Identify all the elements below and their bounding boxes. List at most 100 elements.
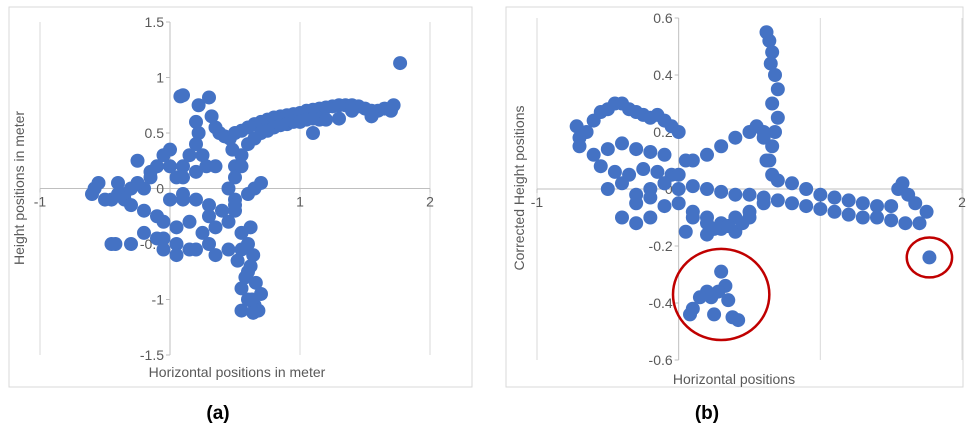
chart-a-point (208, 159, 223, 174)
chart-b-point (607, 164, 622, 179)
chart-a-point (202, 209, 216, 224)
chart-a-point (208, 220, 223, 235)
chart-b-point (763, 56, 778, 71)
chart-a-y-tick-label: -1 (152, 292, 165, 308)
chart-a-point (182, 148, 197, 163)
chart-b-point (827, 190, 842, 205)
chart-b-point (742, 210, 757, 225)
chart-b-y-tick-label: 0.6 (653, 10, 673, 26)
chart-b-point (683, 307, 697, 322)
chart-b-point (813, 201, 828, 216)
chart-a-point (176, 88, 190, 103)
chart-b-point (707, 307, 722, 322)
chart-b: -1012-0.6-0.4-0.200.20.40.6 Corrected He… (505, 6, 966, 424)
chart-b-point (770, 110, 785, 125)
chart-b-point (643, 144, 658, 159)
chart-b-point (700, 182, 714, 196)
chart-a-y-tick-label: 1.5 (145, 14, 165, 30)
chart-b-point (799, 199, 814, 214)
chart-b-y-tick-label: -0.6 (649, 352, 673, 368)
chart-b-point (785, 196, 799, 211)
chart-a-point (130, 153, 145, 168)
chart-a-point (243, 220, 258, 235)
chart-a-x-tick-label: 1 (296, 194, 304, 210)
chart-b-point (721, 293, 736, 308)
chart-b-point (901, 187, 916, 202)
chart-b-highlight-circle (905, 236, 954, 279)
chart-b-point (657, 147, 672, 162)
chart-a-point (182, 214, 197, 229)
chart-b-point (765, 96, 780, 111)
chart-a-point (169, 237, 184, 251)
chart-a-point (195, 225, 210, 240)
chart-b-point (714, 139, 729, 154)
chart-a-y-tick-label: 1 (156, 70, 164, 86)
chart-b-point (615, 136, 629, 151)
chart-a-y-tick-label: 0 (156, 181, 164, 197)
chart-b-point (768, 125, 782, 139)
chart-a-point (204, 109, 219, 124)
chart-a-y-tick-label: -1.5 (140, 347, 164, 363)
chart-b-point (728, 187, 743, 202)
chart-a-point (306, 126, 320, 140)
chart-a-point (189, 192, 203, 207)
chart-b-point (841, 193, 856, 208)
chart-b-x-tick-label: 2 (958, 194, 966, 210)
chart-b-point (768, 68, 782, 82)
chart-a-ylabel: Height positions in meter (11, 111, 27, 265)
chart-b-point (742, 187, 757, 202)
chart-b-point (759, 153, 774, 168)
chart-a-point (221, 242, 236, 257)
chart-b-point (671, 182, 686, 196)
chart-a-point (234, 159, 249, 174)
chart-a-point (254, 175, 268, 190)
chart-a-point (228, 198, 242, 213)
chart-b-point (615, 176, 629, 191)
chart-a-point (98, 192, 112, 207)
chart-a-y-tick-label: 0.5 (145, 125, 165, 141)
chart-a-point (234, 281, 249, 296)
chart-a-point (191, 126, 206, 140)
chart-a-point (124, 198, 138, 213)
chart-b-point (841, 207, 856, 222)
chart-b-point (678, 224, 693, 239)
chart-b-caption: (b) (695, 403, 719, 424)
chart-b-point (685, 179, 700, 194)
chart-a-point (189, 114, 203, 129)
chart-a-point (364, 109, 379, 124)
chart-b-point (756, 190, 771, 205)
chart-b-point (615, 210, 629, 225)
chart-a-point (244, 292, 259, 307)
chart-a-point (345, 103, 359, 118)
chart-a-point (163, 192, 177, 207)
chart-a-tick-labels: -1012-1.5-1-0.500.511.5 (34, 14, 434, 363)
chart-a-point (111, 175, 125, 190)
chart-b-point (884, 213, 899, 228)
chart-a-point (156, 148, 171, 163)
chart-b-point (629, 196, 644, 211)
chart-a: -1012-1.5-1-0.500.511.5 Height positions… (8, 6, 473, 424)
chart-b-annotations (671, 236, 954, 342)
chart-a-point (319, 112, 333, 127)
chart-b-point (692, 290, 707, 305)
chart-b-point (898, 216, 913, 231)
chart-b-point (657, 199, 672, 214)
chart-b-ylabel: Corrected Height positions (511, 106, 527, 271)
chart-a-point (241, 264, 255, 279)
chart-a-point (393, 56, 408, 71)
chart-a-point (189, 137, 203, 152)
chart-a-xlabel: Horizontal positions in meter (149, 364, 326, 380)
chart-a-point (195, 148, 210, 163)
chart-a-point (225, 142, 240, 157)
chart-a-point (202, 90, 216, 105)
chart-b-point (643, 210, 658, 225)
chart-a-point (156, 242, 171, 257)
chart-a-point (176, 170, 190, 185)
chart-b-point (895, 176, 910, 191)
chart-b-point (731, 313, 746, 328)
chart-a-point (202, 237, 216, 251)
chart-a-caption: (a) (206, 403, 229, 424)
chart-a-point (241, 237, 255, 251)
chart-b-point (671, 125, 686, 139)
chart-b-point (770, 82, 785, 97)
